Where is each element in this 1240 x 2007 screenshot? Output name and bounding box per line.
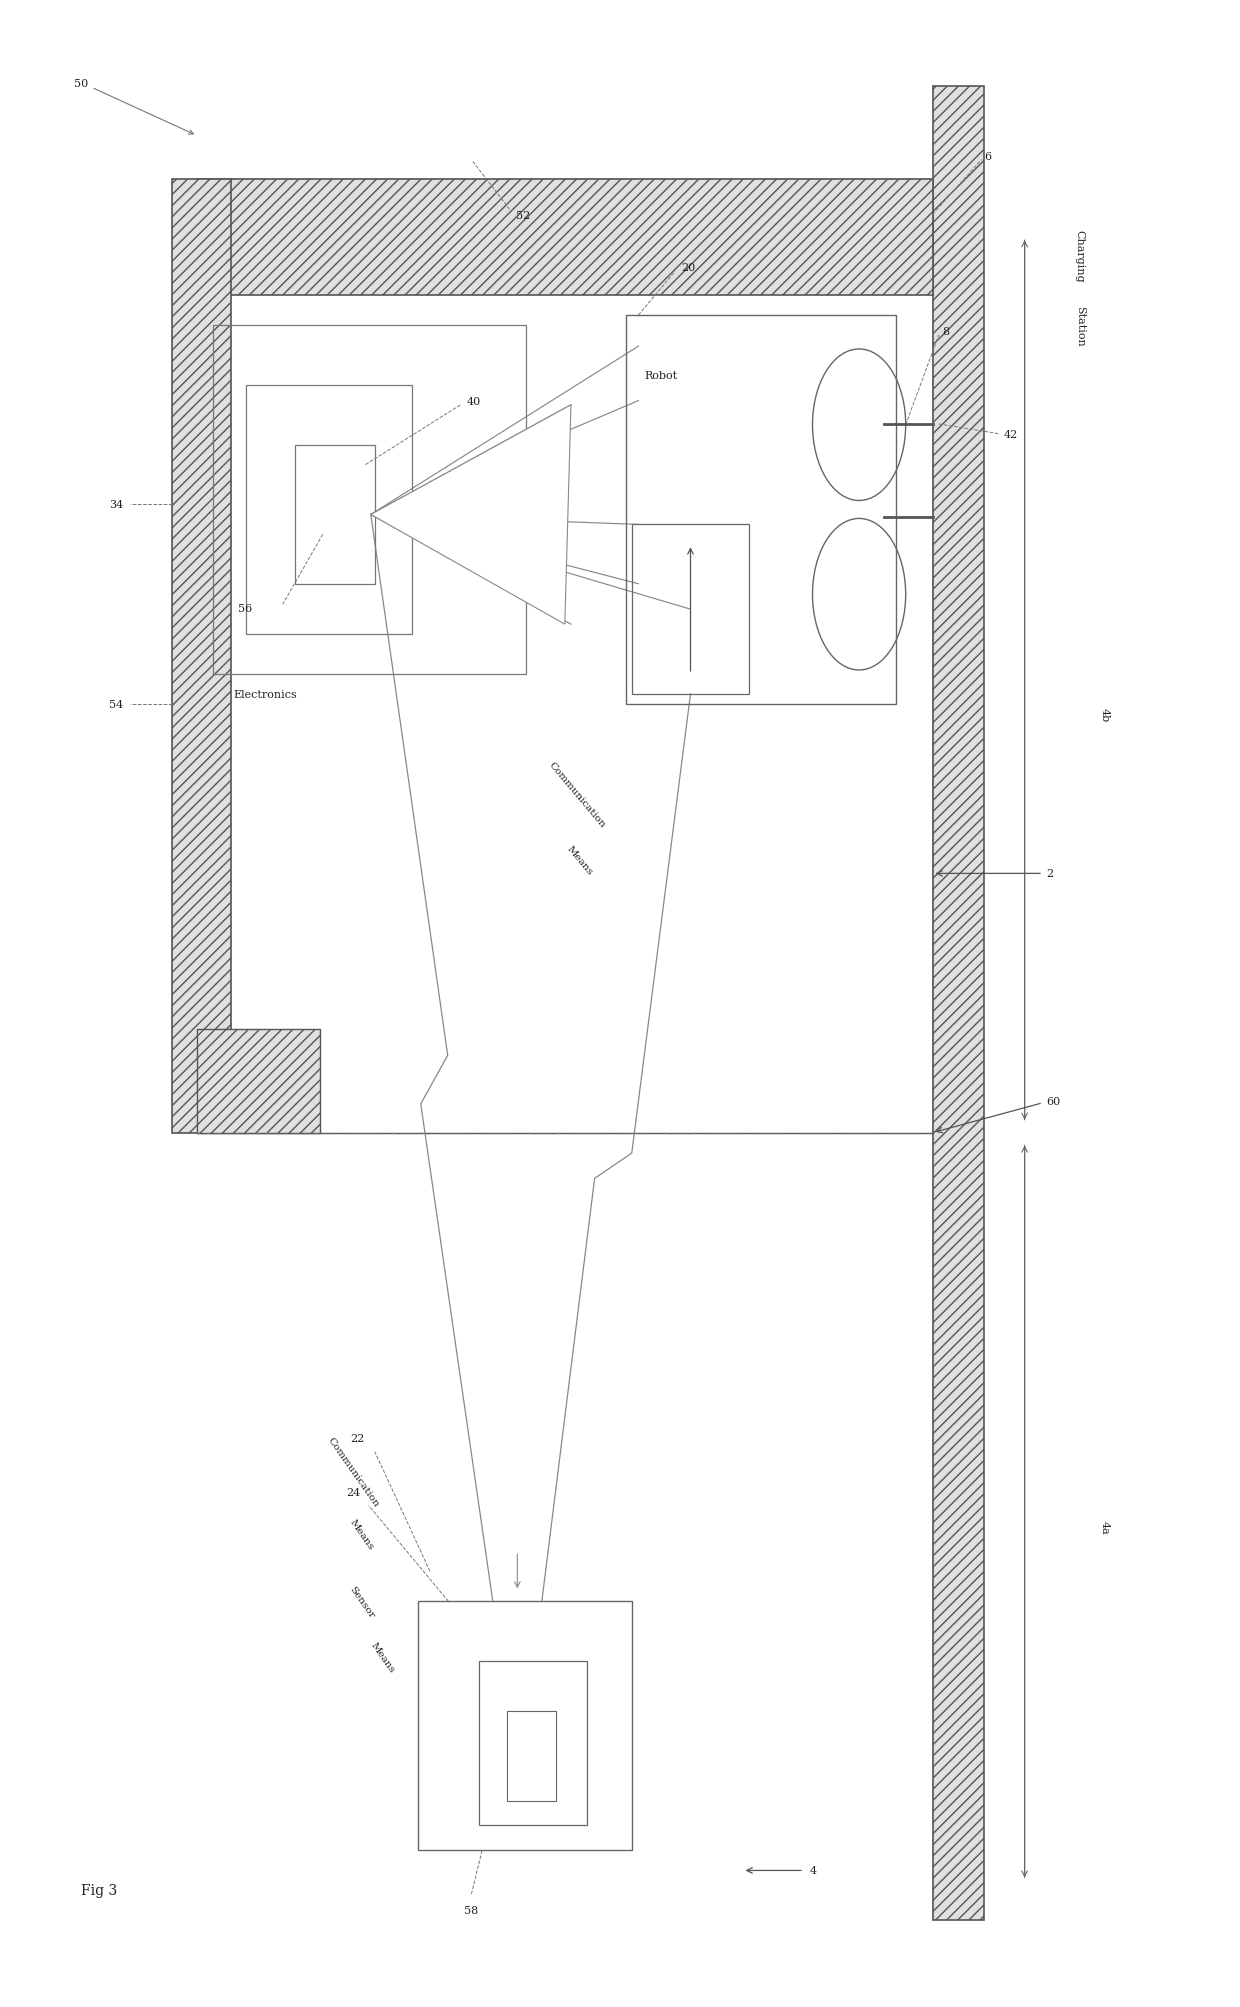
Text: Sensor: Sensor bbox=[347, 1584, 376, 1620]
Text: Communication: Communication bbox=[547, 761, 606, 829]
Bar bbox=[932, 86, 985, 1921]
Text: 34: 34 bbox=[109, 500, 124, 510]
Text: 4: 4 bbox=[810, 1867, 817, 1875]
Bar bbox=[507, 1712, 557, 1800]
Text: 50: 50 bbox=[74, 78, 193, 134]
Text: Means: Means bbox=[565, 843, 594, 877]
Bar bbox=[213, 325, 526, 674]
Text: 4a: 4a bbox=[1100, 1519, 1110, 1533]
Bar bbox=[197, 1030, 320, 1134]
Bar bbox=[479, 1662, 587, 1824]
Text: 52: 52 bbox=[516, 211, 529, 221]
Text: 20: 20 bbox=[681, 263, 696, 273]
Text: 54: 54 bbox=[109, 700, 124, 710]
Text: Electronics: Electronics bbox=[234, 690, 298, 700]
Text: 2: 2 bbox=[1047, 869, 1054, 879]
Text: Means: Means bbox=[368, 1640, 396, 1674]
Text: 8: 8 bbox=[942, 327, 950, 337]
Bar bbox=[626, 315, 895, 704]
Text: Station: Station bbox=[1075, 305, 1085, 345]
Text: 42: 42 bbox=[1003, 429, 1018, 440]
Bar bbox=[418, 1602, 632, 1850]
Text: Fig 3: Fig 3 bbox=[81, 1883, 117, 1897]
Bar bbox=[246, 385, 412, 634]
Text: Communication: Communication bbox=[326, 1435, 381, 1509]
Text: 56: 56 bbox=[238, 604, 252, 614]
Bar bbox=[197, 181, 932, 1134]
Text: Robot: Robot bbox=[645, 371, 677, 381]
Bar bbox=[295, 446, 374, 584]
Text: 4b: 4b bbox=[1100, 706, 1110, 723]
Bar bbox=[172, 181, 232, 1134]
Text: 22: 22 bbox=[351, 1433, 365, 1443]
Bar bbox=[197, 181, 932, 295]
Polygon shape bbox=[371, 405, 570, 624]
Text: Charging: Charging bbox=[1075, 229, 1085, 283]
Bar bbox=[632, 526, 749, 694]
Text: 60: 60 bbox=[1047, 1096, 1061, 1106]
Text: 58: 58 bbox=[464, 1905, 479, 1915]
Text: Means: Means bbox=[347, 1517, 376, 1551]
Text: 6: 6 bbox=[985, 151, 991, 161]
Text: 40: 40 bbox=[466, 397, 481, 407]
Text: 24: 24 bbox=[346, 1487, 360, 1497]
